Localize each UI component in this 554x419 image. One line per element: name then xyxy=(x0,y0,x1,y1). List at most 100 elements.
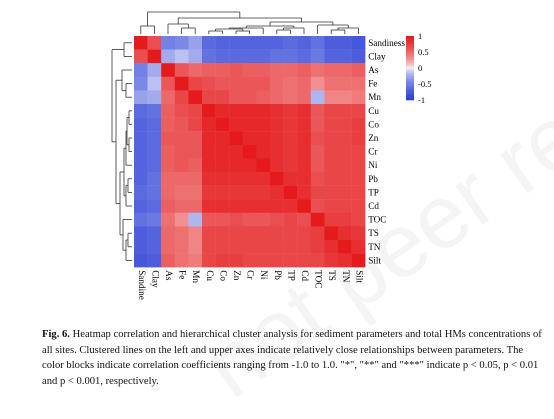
heatmap-cell-TP-Fe xyxy=(174,185,189,200)
legend-color-step xyxy=(406,66,414,69)
heatmap-cell-Pb-TOC xyxy=(310,172,325,186)
heatmap-cell-Cu-TN xyxy=(338,104,352,118)
row-label: Clay xyxy=(368,51,386,61)
heatmap-cell-Clay-TS xyxy=(324,49,339,64)
legend-color-step xyxy=(406,39,414,42)
column-labels: Sandiness Clay As Fe Mn Cu Co Zn Cr Ni Pb TP Cd TOC TS… xyxy=(137,270,365,300)
legend-color-step xyxy=(406,55,414,58)
heatmap-cell-Silt-Pb xyxy=(270,253,284,268)
legend-tick-label: -1 xyxy=(418,95,425,105)
heatmap-cell-Clay-Silt xyxy=(351,49,366,64)
heatmap-cell-Cr-Cu xyxy=(202,144,216,159)
heatmap-cell-TS-TS xyxy=(324,226,339,241)
heatmap-cell-Cu-Cd xyxy=(297,104,311,118)
heatmap-cell-Cu-Co xyxy=(215,104,230,118)
heatmap-cell-TP-Ni xyxy=(256,185,271,200)
heatmap-cell-Cu-Cu xyxy=(202,104,216,118)
heatmap-cell-Zn-Co xyxy=(215,131,230,145)
heatmap-cell-Cd-Zn xyxy=(229,199,243,213)
column-label: Sandiness xyxy=(137,270,147,300)
heatmap-cell-Mn-Sandiness xyxy=(134,90,148,105)
legend-color-step xyxy=(406,48,414,51)
column-label: Zn xyxy=(232,270,242,281)
heatmap-cell-As-TN xyxy=(338,63,352,77)
heatmap-cell-Clay-Mn xyxy=(188,49,203,64)
heatmap-cell-As-Silt xyxy=(351,63,366,77)
legend-color-step xyxy=(406,95,414,98)
legend-color-step xyxy=(406,56,414,59)
heatmap-cell-As-Fe xyxy=(174,63,189,77)
heatmap-cell-TN-Co xyxy=(215,240,230,254)
heatmap-cell-TN-TS xyxy=(324,240,339,254)
legend-color-step xyxy=(406,74,414,77)
heatmap-cell-TS-Sandiness xyxy=(134,226,148,241)
row-label: Pb xyxy=(368,174,378,184)
heatmap-cell-Co-Silt xyxy=(351,117,366,132)
heatmap-cell-Clay-TN xyxy=(338,49,352,64)
heatmap-cell-Co-Mn xyxy=(188,117,203,132)
heatmap-cell-Zn-TOC xyxy=(310,131,325,145)
heatmap-cell-Silt-As xyxy=(161,253,175,268)
heatmap-cell-Pb-As xyxy=(161,172,175,186)
heatmap-cell-TOC-Fe xyxy=(174,212,189,227)
heatmap-cell-Silt-Sandiness xyxy=(134,253,148,268)
heatmap-cell-Co-As xyxy=(161,117,175,132)
heatmap-cell-As-Ni xyxy=(256,63,271,77)
heatmap-cell-Co-Cd xyxy=(297,117,311,132)
heatmap-cell-TP-Clay xyxy=(147,185,162,200)
heatmap-cell-Zn-Fe xyxy=(174,131,189,145)
heatmap-cell-Fe-Clay xyxy=(147,76,162,91)
heatmap-cell-TS-TP xyxy=(283,226,298,241)
heatmap-cell-Zn-Cr xyxy=(242,131,257,145)
heatmap-cell-TS-Ni xyxy=(256,226,271,241)
heatmap-cell-TOC-Mn xyxy=(188,212,203,227)
legend-tick-label: -0.5 xyxy=(418,79,431,89)
heatmap-cell-Cr-Pb xyxy=(270,144,284,159)
heatmap-cell-TP-TOC xyxy=(310,185,325,200)
heatmap-cell-Mn-Zn xyxy=(229,90,243,105)
column-label: TS xyxy=(327,270,337,281)
heatmap-cell-TN-TOC xyxy=(310,240,325,254)
heatmap-cell-Sandiness-Zn xyxy=(229,36,243,50)
legend-color-step xyxy=(406,52,414,54)
heatmap-cell-Clay-Co xyxy=(215,49,230,64)
heatmap-cell-Cr-Cd xyxy=(297,144,311,159)
heatmap-cell-As-Sandiness xyxy=(134,63,148,77)
heatmap-cell-Co-Clay xyxy=(147,117,162,132)
column-label: Cd xyxy=(300,270,310,281)
heatmap-cell-Zn-Zn xyxy=(229,131,243,145)
heatmap-cell-Sandiness-Mn xyxy=(188,36,203,50)
heatmap-cell-Co-Sandiness xyxy=(134,117,148,132)
legend-color-step xyxy=(406,87,414,90)
heatmap-cell-Cr-TP xyxy=(283,144,298,159)
heatmap-cell-Pb-TS xyxy=(324,172,339,186)
heatmap-cell-Mn-Cr xyxy=(242,90,257,105)
heatmap-cell-Mn-TN xyxy=(338,90,352,105)
row-label: Sandiness xyxy=(368,38,405,48)
heatmap-figure: SandinessClayAsFeMnCuCoZnCrNiPbTPCdTOCTS… xyxy=(111,11,431,300)
heatmap-cell-TP-Mn xyxy=(188,185,203,200)
legend-tick-label: 1 xyxy=(418,31,422,41)
heatmap-cell-Pb-Cd xyxy=(297,172,311,186)
heatmap-cell-TOC-Co xyxy=(215,212,230,227)
heatmap-cell-As-As xyxy=(161,63,175,77)
column-label: Pb xyxy=(273,270,283,280)
heatmap-cell-Silt-TP xyxy=(283,253,298,268)
heatmap-cell-Clay-As xyxy=(161,49,175,64)
heatmap-cell-Ni-TN xyxy=(338,158,352,173)
heatmap-cell-Fe-Ni xyxy=(256,76,271,91)
column-label: Silt xyxy=(354,270,364,283)
heatmap-cell-Silt-TN xyxy=(338,253,352,268)
legend-color-step xyxy=(406,85,414,88)
heatmap-cell-Clay-Ni xyxy=(256,49,271,64)
legend-color-step xyxy=(406,37,414,40)
heatmap-cell-TN-TP xyxy=(283,240,298,254)
heatmap-cell-Co-TOC xyxy=(310,117,325,132)
row-label: Ni xyxy=(368,160,378,170)
heatmap-cell-TP-Co xyxy=(215,185,230,200)
legend-color-step xyxy=(406,40,414,43)
heatmap-cell-TP-TN xyxy=(338,185,352,200)
heatmap-cell-Mn-Ni xyxy=(256,90,271,105)
heatmap-cell-Clay-TOC xyxy=(310,49,325,64)
heatmap-cell-Fe-Cd xyxy=(297,76,311,91)
